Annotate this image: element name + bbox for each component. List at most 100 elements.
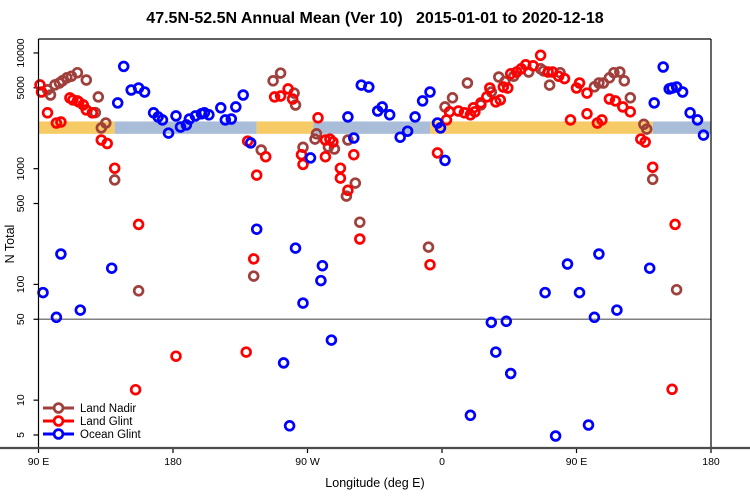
data-point	[461, 77, 474, 89]
y-axis-label: N Total	[3, 224, 17, 264]
data-point	[424, 258, 436, 271]
data-point	[593, 248, 605, 260]
mean-band	[38, 121, 711, 134]
data-point	[348, 132, 360, 144]
data-point	[363, 81, 375, 93]
data-point	[250, 169, 263, 181]
data-point	[247, 253, 260, 265]
legend-item-land-glint: Land Glint	[43, 415, 133, 428]
data-point	[92, 91, 105, 103]
data-point	[325, 334, 338, 346]
data-point	[282, 83, 294, 95]
data-point	[304, 152, 317, 164]
data-point	[219, 114, 232, 126]
legend-item-land-nadir: Land Nadir	[43, 402, 136, 415]
data-point	[648, 97, 660, 109]
data-point	[624, 106, 637, 118]
data-point	[539, 286, 551, 299]
data-point	[500, 315, 513, 328]
legend-label: Land Nadir	[80, 403, 136, 415]
data-point	[552, 70, 565, 82]
data-point	[676, 86, 689, 98]
x-tick-label: 90 E	[28, 456, 50, 468]
data-point	[312, 112, 324, 124]
data-point	[170, 350, 182, 362]
data-point	[237, 89, 249, 101]
data-point	[244, 137, 257, 149]
legend-label: Land Glint	[80, 416, 133, 428]
data-point	[646, 173, 659, 186]
data-point	[132, 218, 145, 231]
chart-title: 47.5N-52.5N Annual Mean (Ver 10) 2015-01…	[146, 10, 604, 27]
data-point	[55, 116, 67, 128]
data-point	[286, 93, 299, 105]
data-point	[502, 82, 514, 94]
data-point	[297, 297, 309, 309]
data-point	[348, 148, 360, 161]
data-point	[129, 383, 142, 396]
data-point	[401, 125, 414, 137]
data-point	[327, 136, 339, 148]
data-point	[504, 68, 517, 80]
data-point	[250, 223, 263, 235]
y-tick-label: 1000	[15, 157, 27, 181]
data-point	[80, 74, 93, 86]
legend-item-ocean-glint: Ocean Glint	[43, 428, 142, 441]
data-point	[349, 177, 362, 189]
data-point	[452, 105, 465, 117]
data-point	[434, 122, 447, 134]
data-point	[490, 346, 502, 358]
data-point	[108, 174, 121, 186]
data-point	[240, 346, 252, 358]
data-point	[105, 262, 118, 274]
data-point	[283, 420, 296, 432]
data-point	[215, 102, 227, 114]
data-point	[458, 107, 471, 119]
x-tick-label: 180	[164, 456, 182, 468]
legend-circle-marker	[52, 415, 65, 427]
data-point	[617, 101, 629, 113]
data-point	[170, 110, 182, 122]
data-point	[543, 79, 556, 91]
data-point	[334, 172, 347, 184]
data-point	[611, 304, 623, 316]
y-tick-label: 5000	[15, 76, 27, 100]
data-point	[376, 101, 388, 113]
data-point	[342, 134, 354, 146]
y-tick-label: 500	[15, 195, 27, 213]
x-tick-label: 90 W	[295, 456, 320, 468]
data-point	[527, 60, 539, 72]
data-point	[277, 357, 290, 369]
data-point	[71, 66, 84, 79]
data-point	[639, 136, 651, 148]
data-point	[268, 91, 281, 103]
data-point	[74, 304, 87, 316]
data-point	[485, 316, 498, 329]
data-point	[504, 367, 517, 380]
data-point	[697, 129, 710, 141]
data-point	[431, 147, 444, 159]
data-point	[310, 128, 323, 140]
data-point	[666, 383, 678, 396]
data-point	[225, 113, 238, 125]
series-ocean-glint	[37, 60, 710, 442]
data-point	[618, 75, 631, 87]
band-segment-blue	[313, 121, 431, 134]
data-point	[174, 121, 187, 133]
data-point	[484, 82, 496, 94]
data-point	[309, 133, 321, 145]
data-point	[267, 75, 279, 87]
data-point	[603, 93, 616, 105]
y-tick-label: 50	[15, 313, 27, 325]
data-point	[342, 111, 354, 123]
data-point	[111, 97, 124, 109]
data-point	[50, 311, 63, 324]
data-point	[581, 87, 593, 99]
data-point	[494, 94, 507, 106]
x-tick-label: 90 E	[566, 456, 588, 468]
data-point	[101, 137, 113, 150]
data-point	[108, 162, 121, 174]
series-land-nadir	[41, 63, 683, 297]
data-point	[117, 60, 130, 73]
data-point	[86, 107, 99, 119]
